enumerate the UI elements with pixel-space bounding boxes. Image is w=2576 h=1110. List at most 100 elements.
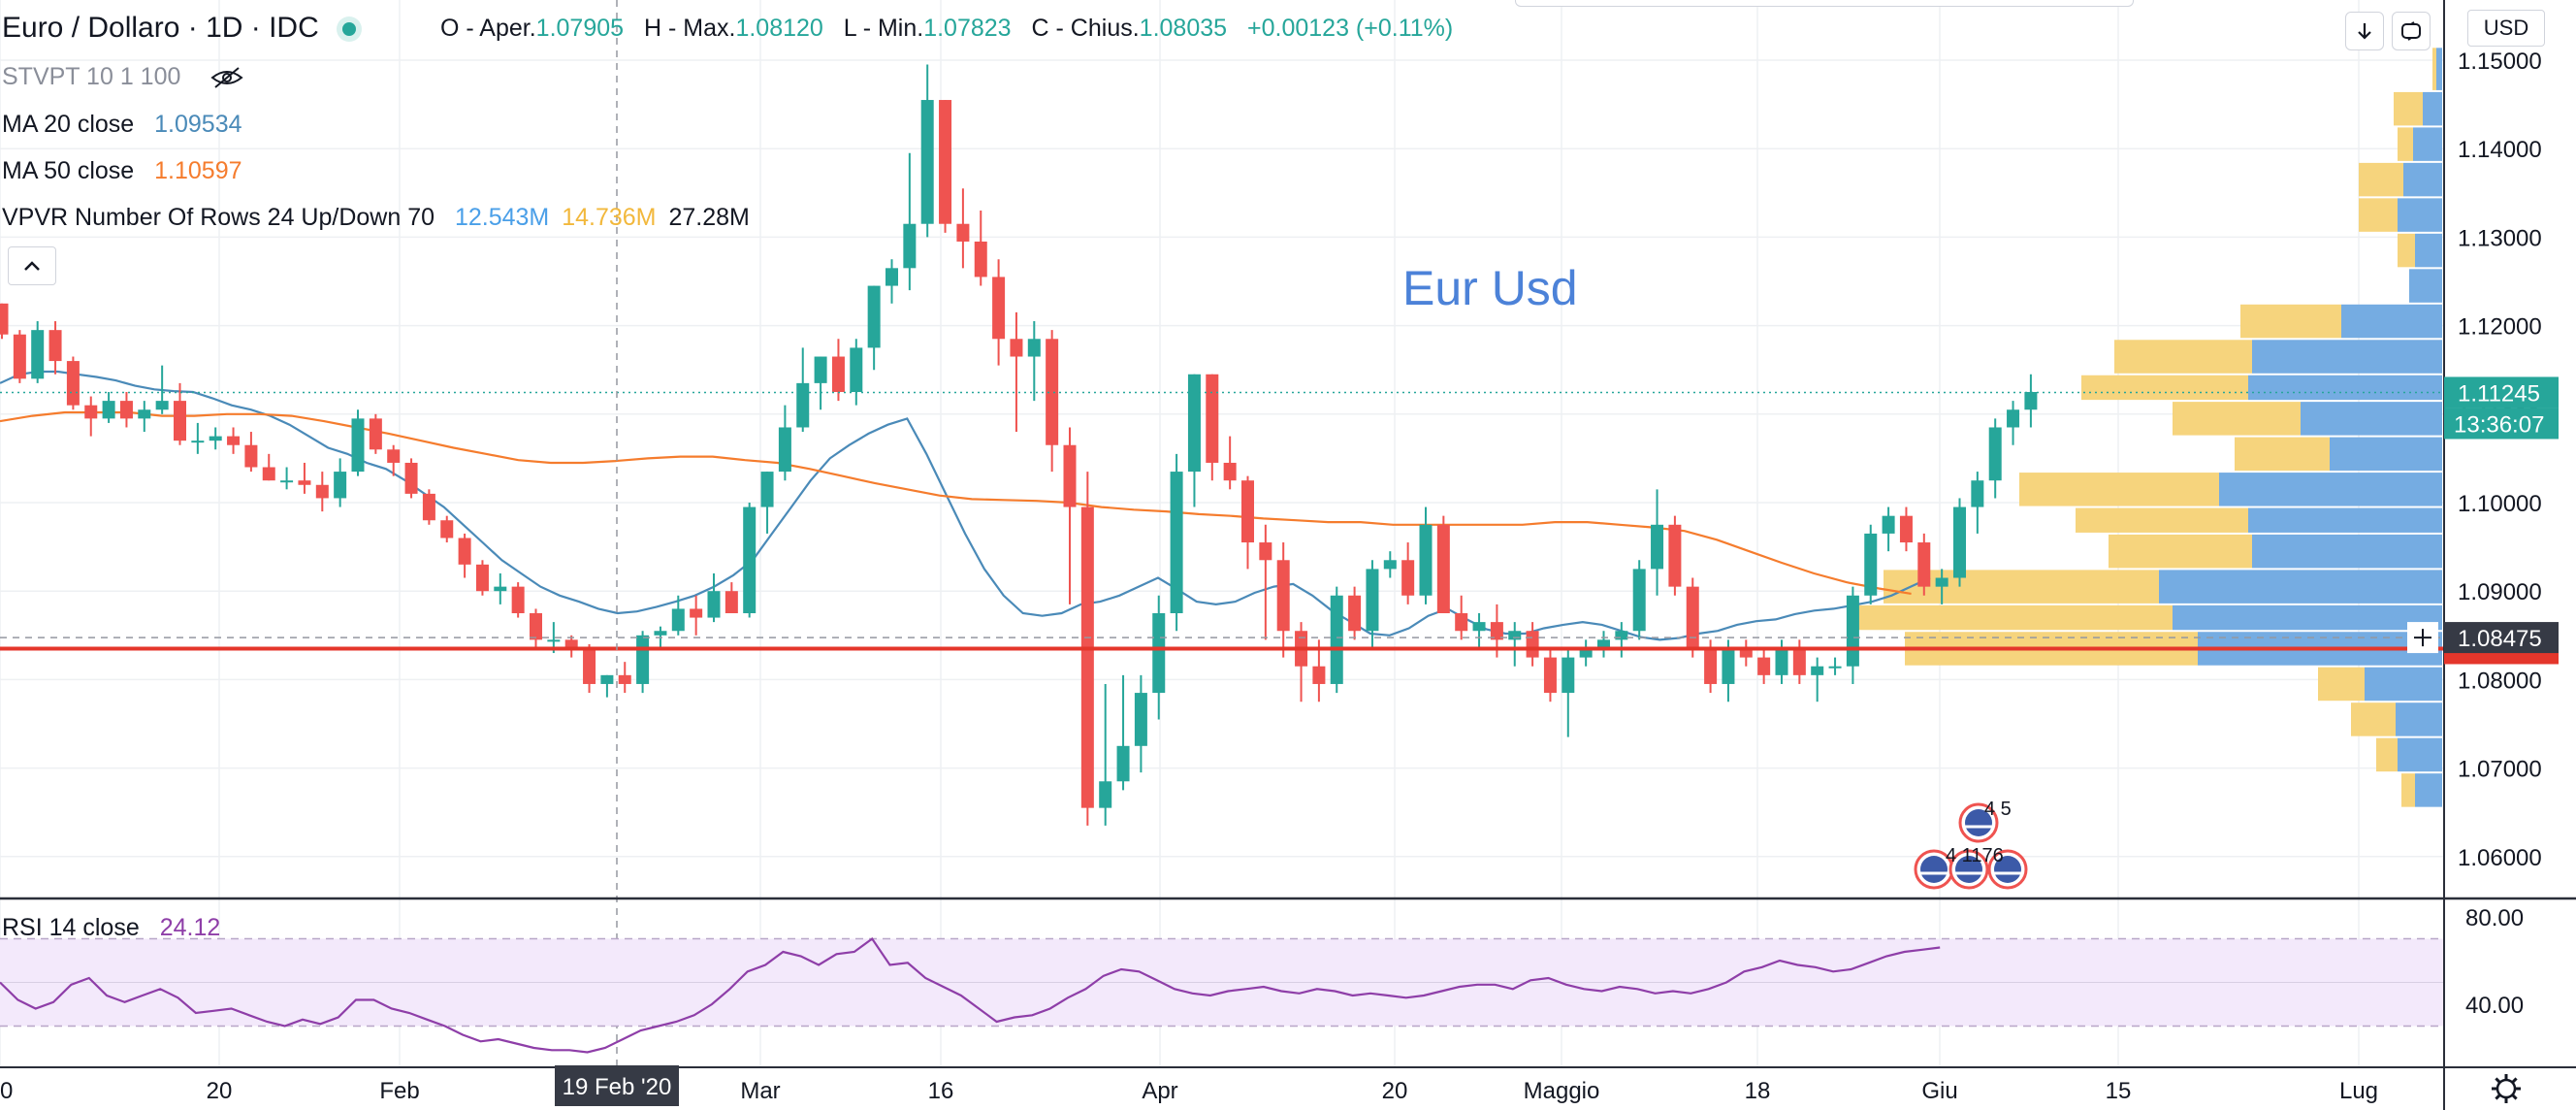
price-tick-label: 1.14000	[2458, 137, 2542, 163]
volume-profile-up-bar	[2415, 233, 2442, 268]
candle-up	[1828, 666, 1842, 669]
time-tick-label: Mar	[740, 1078, 780, 1104]
candle-down	[298, 480, 311, 485]
change-readout: +0.00123 (+0.11%)	[1247, 15, 1454, 42]
price-tick-label: 1.15000	[2458, 49, 2542, 75]
rsi-pane	[0, 936, 2444, 1054]
candle-up	[760, 472, 774, 507]
candle-down	[1543, 657, 1557, 694]
ohlc-readout: O - Aper.1.07905 H - Max.1.08120 L - Min…	[440, 15, 1454, 42]
collapse-legend-button[interactable]	[8, 246, 56, 285]
candle-down	[690, 608, 703, 618]
candle-up	[1882, 515, 1895, 534]
time-tick-label: 16	[928, 1078, 954, 1104]
volume-profile-down-bar	[2359, 162, 2403, 197]
chevron-up-icon	[24, 261, 40, 271]
vpvr-legend[interactable]: VPVR Number Of Rows 24 Up/Down 70 12.543…	[2, 204, 750, 231]
ma50-line	[0, 410, 1912, 595]
volume-profile-down-bar	[2235, 437, 2330, 472]
volume-profile-up-bar	[2436, 48, 2442, 90]
candle-down	[564, 639, 578, 649]
candle-down	[458, 538, 471, 565]
candle-up	[1775, 648, 1788, 675]
candle-down	[1739, 648, 1753, 658]
candle-up	[1846, 595, 1859, 667]
candle-down	[1276, 560, 1290, 632]
candle-up	[2007, 409, 2020, 428]
rsi-tick-label: 80.00	[2465, 905, 2524, 931]
volume-profile-down-bar	[2432, 48, 2436, 90]
volume-profile-up-bar	[2219, 473, 2442, 506]
candle-up	[600, 674, 614, 684]
fullscreen-button[interactable]	[2392, 12, 2431, 50]
settings-gear-icon[interactable]	[2492, 1074, 2521, 1103]
time-tick-label: 0	[0, 1078, 13, 1104]
volume-profile-up-bar	[2248, 507, 2442, 533]
crosshair-date-tag	[555, 1065, 679, 1106]
time-tick-label: 18	[1745, 1078, 1771, 1104]
candle-down	[422, 493, 435, 521]
currency-label[interactable]: USD	[2467, 10, 2545, 47]
volume-profile-down-bar	[2173, 402, 2301, 436]
price-tick-label: 1.06000	[2458, 845, 2542, 871]
volume-profile-down-bar	[2019, 473, 2219, 506]
candle-down	[1080, 506, 1094, 808]
crosshair-plus-button[interactable]	[2407, 622, 2438, 654]
candle-up	[280, 480, 294, 483]
time-tick-label: 20	[207, 1078, 233, 1104]
candle-down	[1241, 480, 1254, 543]
candle-up	[850, 347, 863, 392]
volume-profile-up-bar	[2341, 304, 2442, 339]
scroll-down-button[interactable]	[2345, 12, 2384, 50]
toolbar-edge	[1515, 0, 2134, 7]
rsi-legend[interactable]: RSI 14 close 24.12	[2, 914, 221, 941]
economic-events: 4 5 4 1176	[1914, 799, 2028, 890]
candle-down	[1063, 444, 1077, 507]
ma50-legend[interactable]: MA 50 close 1.10597	[2, 157, 242, 184]
volume-profile-down-bar	[2401, 773, 2415, 807]
candle-up	[1615, 631, 1628, 640]
candle-up	[155, 401, 169, 410]
volume-profile-down-bar	[2240, 304, 2341, 339]
crosshair-price-tag	[2444, 622, 2559, 654]
ma20-legend[interactable]: MA 20 close 1.09534	[2, 111, 242, 138]
candle-down	[369, 418, 382, 450]
volume-profile-up-bar	[2396, 702, 2442, 736]
candle-down	[315, 484, 329, 499]
candle-up	[1811, 666, 1824, 675]
candle-down	[244, 444, 258, 468]
volume-profile-up-bar	[2398, 737, 2442, 772]
volume-profile-down-bar	[2076, 507, 2248, 533]
volume-profile-up-bar	[2365, 667, 2442, 702]
volume-profile-up-bar	[2252, 340, 2442, 374]
time-tick-label: Feb	[379, 1078, 419, 1104]
volume-profile-down-bar	[2398, 127, 2413, 161]
candle-up	[31, 330, 45, 379]
candle-down	[227, 436, 241, 445]
candle-up	[1330, 595, 1343, 684]
candle-up	[814, 356, 827, 383]
candle-up	[1170, 472, 1183, 613]
fullscreen-icon	[2401, 21, 2421, 41]
candle-down	[48, 330, 62, 362]
hidden-eye-icon[interactable]	[210, 66, 243, 89]
crosshair-price-label: 1.08475	[2458, 626, 2542, 652]
candle-down	[974, 241, 987, 278]
symbol-title[interactable]: Euro / Dollaro · 1D · IDC	[2, 12, 356, 45]
candle-up	[1935, 577, 1948, 587]
chart-gridlines	[0, 0, 2444, 1067]
stvpt-legend[interactable]: STVPT 10 1 100	[2, 62, 243, 91]
candle-up	[903, 223, 917, 269]
candle-up	[1419, 524, 1433, 596]
candle-up	[743, 506, 757, 613]
volume-profile-up-bar	[2173, 604, 2442, 631]
candle-down	[1312, 666, 1326, 684]
time-tick-label: Giu	[1921, 1078, 1957, 1104]
candle-up	[1508, 631, 1522, 640]
price-tick-label: 1.13000	[2458, 225, 2542, 251]
candle-up	[209, 436, 222, 441]
ma20-line	[0, 370, 1931, 641]
price-tick-label: 1.09000	[2458, 579, 2542, 605]
